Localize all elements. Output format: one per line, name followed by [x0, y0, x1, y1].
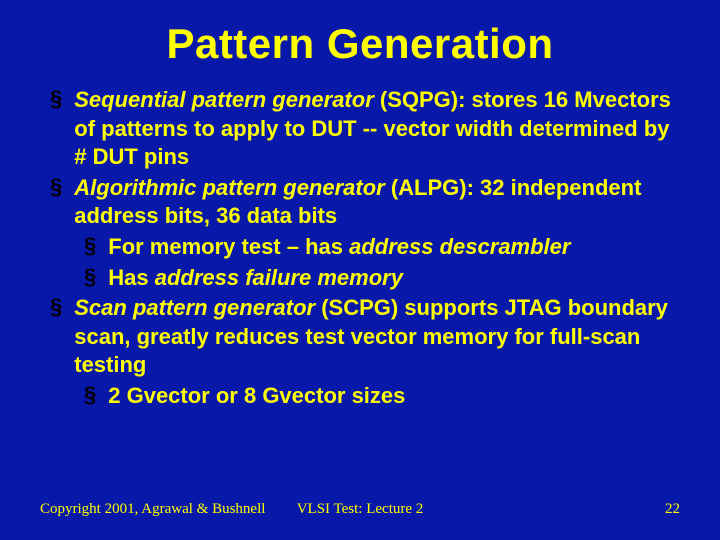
slide-title: Pattern Generation	[40, 20, 680, 68]
sub-bullet-text: Has address failure memory	[108, 264, 403, 293]
square-bullet-icon: §	[50, 176, 62, 198]
sub-bullet-text: 2 Gvector or 8 Gvector sizes	[108, 382, 405, 411]
bullet-text: Sequential pattern generator (SQPG): sto…	[74, 86, 680, 172]
sub-bullet-item: § Has address failure memory	[50, 264, 680, 293]
square-bullet-icon: §	[84, 235, 96, 257]
footer-page-number: 22	[665, 501, 680, 518]
sub-bullet-text: For memory test – has address descramble…	[108, 233, 570, 262]
bullet-text: Scan pattern generator (SCPG) supports J…	[74, 294, 680, 380]
emphasis-text: address failure memory	[155, 265, 403, 290]
emphasis-text: address descrambler	[349, 234, 570, 259]
sub-pre: For memory test – has	[108, 234, 349, 259]
slide: Pattern Generation § Sequential pattern …	[0, 0, 720, 540]
bullet-item: § Scan pattern generator (SCPG) supports…	[50, 294, 680, 380]
emphasis-text: Algorithmic pattern generator	[74, 175, 384, 200]
slide-footer: Copyright 2001, Agrawal & Bushnell VLSI …	[40, 501, 680, 518]
footer-lecture: VLSI Test: Lecture 2	[297, 501, 424, 518]
bullet-item: § Algorithmic pattern generator (ALPG): …	[50, 174, 680, 231]
emphasis-text: Scan pattern generator	[74, 295, 315, 320]
sub-pre: 2 Gvector or 8 Gvector sizes	[108, 383, 405, 408]
square-bullet-icon: §	[84, 266, 96, 288]
bullet-text: Algorithmic pattern generator (ALPG): 32…	[74, 174, 680, 231]
square-bullet-icon: §	[50, 296, 62, 318]
slide-content: § Sequential pattern generator (SQPG): s…	[40, 86, 680, 411]
square-bullet-icon: §	[84, 384, 96, 406]
sub-bullet-item: § 2 Gvector or 8 Gvector sizes	[50, 382, 680, 411]
sub-pre: Has	[108, 265, 154, 290]
emphasis-text: Sequential pattern generator	[74, 87, 374, 112]
sub-bullet-item: § For memory test – has address descramb…	[50, 233, 680, 262]
square-bullet-icon: §	[50, 88, 62, 110]
bullet-item: § Sequential pattern generator (SQPG): s…	[50, 86, 680, 172]
footer-copyright: Copyright 2001, Agrawal & Bushnell	[40, 501, 265, 518]
